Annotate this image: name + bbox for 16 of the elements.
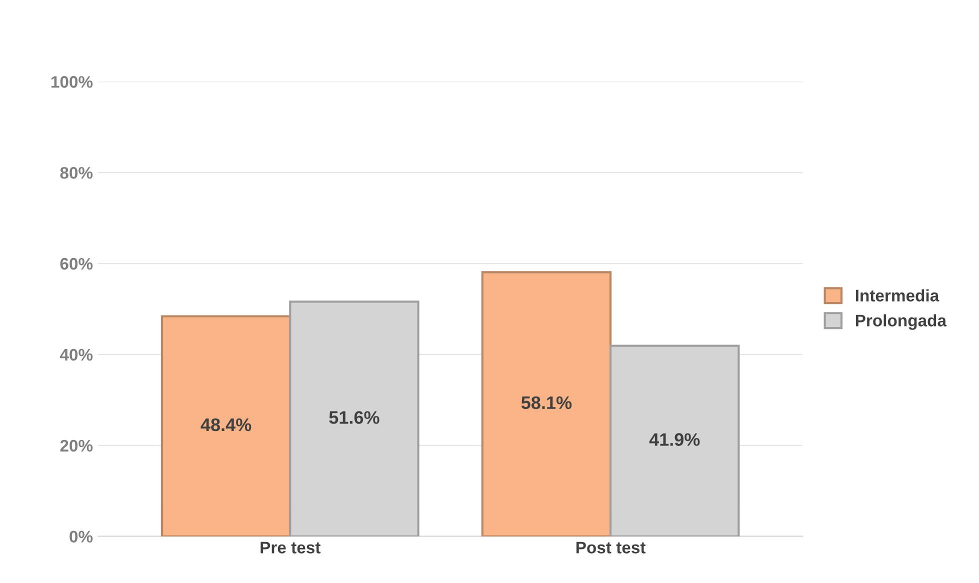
legend-label: Prolongada (856, 314, 947, 330)
data-label: 51.6% (329, 411, 380, 424)
bar (481, 271, 612, 536)
bar (160, 315, 292, 536)
legend-label: Intermedia (856, 289, 940, 302)
y-tick-label: 80% (60, 166, 93, 179)
data-label: 41.9% (649, 433, 700, 446)
y-tick-label: 20% (60, 440, 93, 452)
y-tick-label: 40% (60, 348, 93, 361)
data-label: 48.4% (200, 418, 252, 432)
y-tick-label: 60% (60, 258, 93, 270)
x-tick-label: Pre test (260, 542, 321, 554)
data-label: 58.1% (521, 396, 572, 410)
y-tick-label: 0% (70, 530, 93, 543)
y-tick-label: 100% (51, 76, 93, 88)
x-tick-label: Post test (576, 542, 646, 554)
